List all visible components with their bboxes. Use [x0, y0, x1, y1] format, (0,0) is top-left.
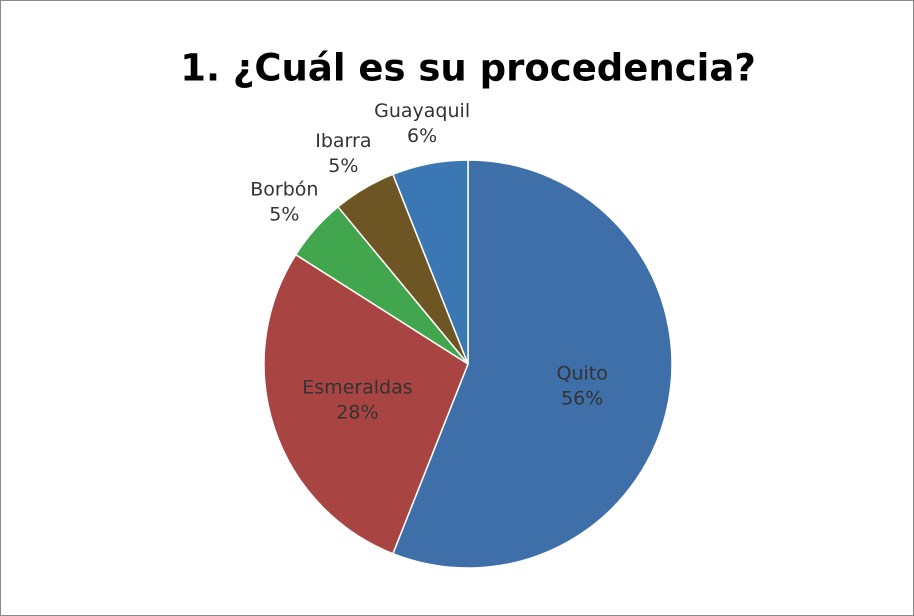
slice-value-label: 5% — [328, 155, 358, 177]
pie-slice — [263, 253, 469, 555]
slice-label: Quito — [557, 362, 608, 384]
slice-value-label: 6% — [407, 125, 437, 147]
slice-value-label: 28% — [336, 401, 378, 423]
slice-value-label: 5% — [269, 204, 299, 226]
chart-title: 1. ¿Cuál es su procedencia? — [180, 47, 756, 90]
pie-slice — [391, 159, 469, 365]
slice-value-label: 56% — [561, 387, 603, 409]
slice-label: Guayaquil — [374, 100, 470, 122]
pie-slice — [391, 159, 673, 569]
slice-label: Esmeraldas — [302, 376, 412, 398]
slice-label: Borbón — [250, 179, 318, 201]
slice-label: Ibarra — [315, 130, 371, 152]
